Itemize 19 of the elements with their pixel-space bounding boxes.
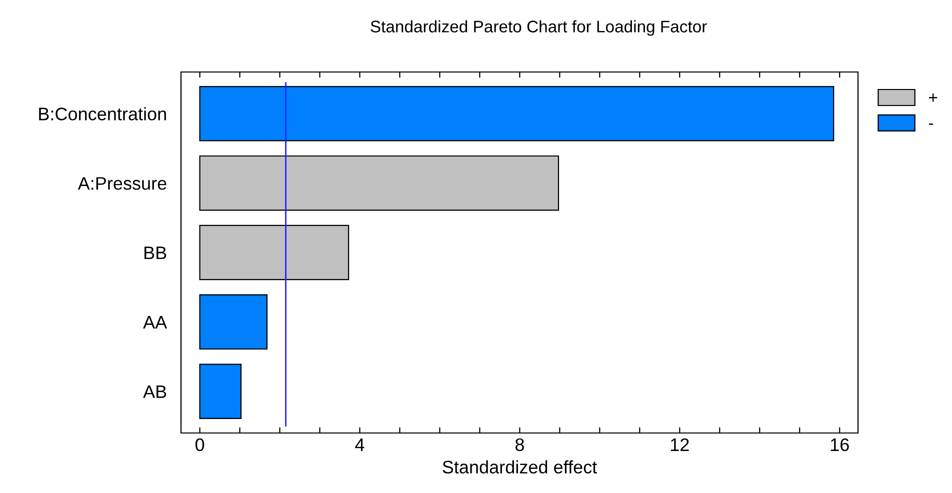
x-tick-label: 0 xyxy=(195,438,204,452)
legend-label: + xyxy=(929,94,938,102)
bar xyxy=(199,155,560,211)
chart-title: Standardized Pareto Chart for Loading Factor xyxy=(370,20,707,36)
y-tick-label: AA xyxy=(143,316,168,328)
bar xyxy=(199,364,242,419)
x-tick-label: 4 xyxy=(355,438,364,451)
y-tick-label: B:Concentration xyxy=(39,107,166,120)
x-axis-title: Standardized effect xyxy=(442,460,598,474)
bar xyxy=(199,86,834,142)
x-tick-label: 8 xyxy=(515,438,524,452)
bar xyxy=(199,224,350,280)
bar xyxy=(199,294,268,350)
y-tick-label: AB xyxy=(143,385,166,398)
x-tick-label: 12 xyxy=(670,438,689,451)
y-tick-label: BB xyxy=(144,246,166,260)
y-tick-label: A:Pressure xyxy=(78,177,166,190)
x-tick-label: 16 xyxy=(830,438,849,452)
legend-label: - xyxy=(928,124,934,125)
